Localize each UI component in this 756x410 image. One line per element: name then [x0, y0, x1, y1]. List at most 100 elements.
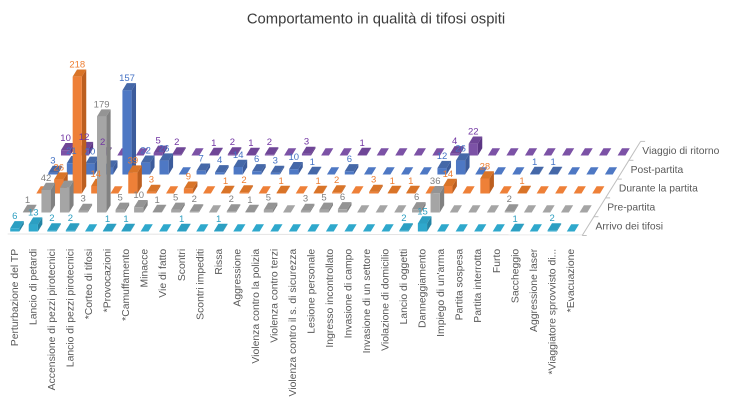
svg-text:Viaggio di ritorno: Viaggio di ritorno — [642, 146, 719, 157]
svg-text:Violenza contro la polizia: Violenza contro la polizia — [251, 249, 262, 364]
svg-text:2: 2 — [100, 137, 105, 148]
svg-text:3: 3 — [80, 194, 85, 205]
svg-text:Danneggiamento: Danneggiamento — [418, 249, 429, 328]
svg-text:157: 157 — [119, 73, 135, 84]
svg-text:Impiego di un'arma: Impiego di un'arma — [436, 249, 447, 337]
svg-text:1: 1 — [551, 157, 556, 168]
svg-text:22: 22 — [468, 127, 479, 138]
svg-text:2: 2 — [192, 194, 197, 205]
svg-text:26: 26 — [53, 162, 64, 173]
svg-text:Invasione di un settore: Invasione di un settore — [362, 249, 373, 354]
svg-text:1: 1 — [155, 195, 160, 206]
svg-text:Lancio di oggetti: Lancio di oggetti — [399, 249, 410, 325]
svg-text:36: 36 — [430, 176, 441, 187]
svg-text:Lesione personale: Lesione personale — [307, 249, 318, 334]
svg-text:Aggressione: Aggressione — [232, 249, 243, 307]
svg-text:1: 1 — [316, 176, 321, 187]
svg-text:26: 26 — [455, 143, 466, 154]
svg-text:3: 3 — [50, 156, 55, 167]
svg-text:6: 6 — [414, 192, 419, 203]
svg-text:6: 6 — [12, 211, 17, 222]
svg-text:3: 3 — [149, 175, 154, 186]
svg-text:1: 1 — [123, 214, 128, 225]
svg-text:*Evacuazione: *Evacuazione — [566, 249, 577, 313]
svg-text:Saccheggio: Saccheggio — [510, 249, 521, 304]
svg-text:2: 2 — [241, 175, 246, 186]
svg-text:5: 5 — [156, 136, 161, 147]
svg-text:Ingresso incontrollato: Ingresso incontrollato — [325, 249, 336, 348]
svg-text:Partita interrotta: Partita interrotta — [473, 249, 484, 323]
svg-text:1: 1 — [216, 214, 221, 225]
svg-text:39: 39 — [128, 155, 139, 166]
svg-text:1: 1 — [179, 214, 184, 225]
svg-text:6: 6 — [254, 154, 259, 165]
svg-text:Post-partita: Post-partita — [631, 165, 684, 176]
svg-text:Comportamento in qualità di ti: Comportamento in qualità di tifosi ospit… — [247, 12, 505, 28]
svg-text:1: 1 — [512, 214, 517, 225]
svg-text:12: 12 — [79, 132, 90, 143]
svg-text:5: 5 — [321, 193, 326, 204]
svg-text:3: 3 — [304, 137, 309, 148]
svg-text:Partita sospesa: Partita sospesa — [455, 249, 466, 321]
svg-text:14: 14 — [91, 169, 102, 180]
svg-text:Aggressione laser: Aggressione laser — [529, 248, 540, 332]
svg-text:1: 1 — [310, 157, 315, 168]
svg-text:5: 5 — [173, 193, 178, 204]
svg-text:218: 218 — [69, 60, 85, 71]
svg-text:1: 1 — [278, 176, 283, 187]
svg-text:1: 1 — [247, 195, 252, 206]
svg-text:2: 2 — [49, 213, 54, 224]
svg-text:1: 1 — [532, 157, 537, 168]
svg-text:Violenza contro terzi: Violenza contro terzi — [269, 249, 280, 343]
svg-text:Pre-partita: Pre-partita — [607, 203, 655, 214]
svg-text:6: 6 — [340, 192, 345, 203]
svg-text:2: 2 — [401, 213, 406, 224]
svg-text:Lancio di pezzi pirotecnici: Lancio di pezzi pirotecnici — [66, 249, 77, 367]
svg-text:1: 1 — [211, 138, 216, 149]
svg-text:1: 1 — [390, 176, 395, 187]
svg-text:9: 9 — [186, 172, 191, 183]
svg-text:2: 2 — [507, 194, 512, 205]
svg-text:42: 42 — [41, 173, 52, 184]
svg-text:5: 5 — [118, 193, 123, 204]
svg-text:3: 3 — [303, 194, 308, 205]
svg-text:22: 22 — [140, 146, 151, 157]
svg-text:Accensione di pezzi pirotecnic: Accensione di pezzi pirotecnici — [47, 249, 58, 391]
svg-text:15: 15 — [417, 206, 428, 217]
svg-text:3: 3 — [273, 156, 278, 167]
svg-text:Rissa: Rissa — [214, 249, 225, 275]
svg-text:20: 20 — [85, 147, 96, 158]
svg-text:13: 13 — [28, 207, 39, 218]
svg-text:2: 2 — [229, 194, 234, 205]
svg-text:Invasione di campo: Invasione di campo — [344, 249, 355, 339]
svg-text:2: 2 — [68, 213, 73, 224]
svg-text:Violazione di domicilio: Violazione di domicilio — [381, 249, 392, 351]
svg-text:1: 1 — [105, 214, 110, 225]
svg-text:10: 10 — [133, 190, 144, 201]
svg-text:1: 1 — [248, 138, 253, 149]
svg-text:Violenza contro il s. di sicur: Violenza contro il s. di sicurezza — [288, 249, 299, 397]
svg-text:14: 14 — [233, 150, 244, 161]
svg-text:Arrivo dei tifosi: Arrivo dei tifosi — [596, 221, 664, 232]
svg-text:2: 2 — [550, 213, 555, 224]
svg-text:4: 4 — [217, 155, 222, 166]
svg-text:1: 1 — [223, 176, 228, 187]
svg-text:Durante la partita: Durante la partita — [619, 184, 698, 195]
svg-text:Scontri: Scontri — [177, 249, 188, 281]
svg-text:1: 1 — [359, 138, 364, 149]
svg-text:28: 28 — [480, 161, 491, 172]
svg-text:Perturbazione del TP: Perturbazione del TP — [10, 249, 21, 346]
svg-text:Lancio di petardi: Lancio di petardi — [29, 249, 40, 325]
svg-text:12: 12 — [437, 151, 448, 162]
svg-text:2: 2 — [230, 137, 235, 148]
svg-text:21: 21 — [66, 146, 77, 157]
svg-text:2: 2 — [267, 137, 272, 148]
svg-text:*Provocazioni: *Provocazioni — [103, 249, 114, 313]
svg-text:1: 1 — [25, 195, 30, 206]
svg-text:3: 3 — [371, 175, 376, 186]
svg-text:6: 6 — [347, 154, 352, 165]
svg-text:10: 10 — [60, 133, 71, 144]
svg-text:10: 10 — [289, 152, 300, 163]
svg-text:1: 1 — [519, 176, 524, 187]
svg-text:4: 4 — [452, 136, 457, 147]
